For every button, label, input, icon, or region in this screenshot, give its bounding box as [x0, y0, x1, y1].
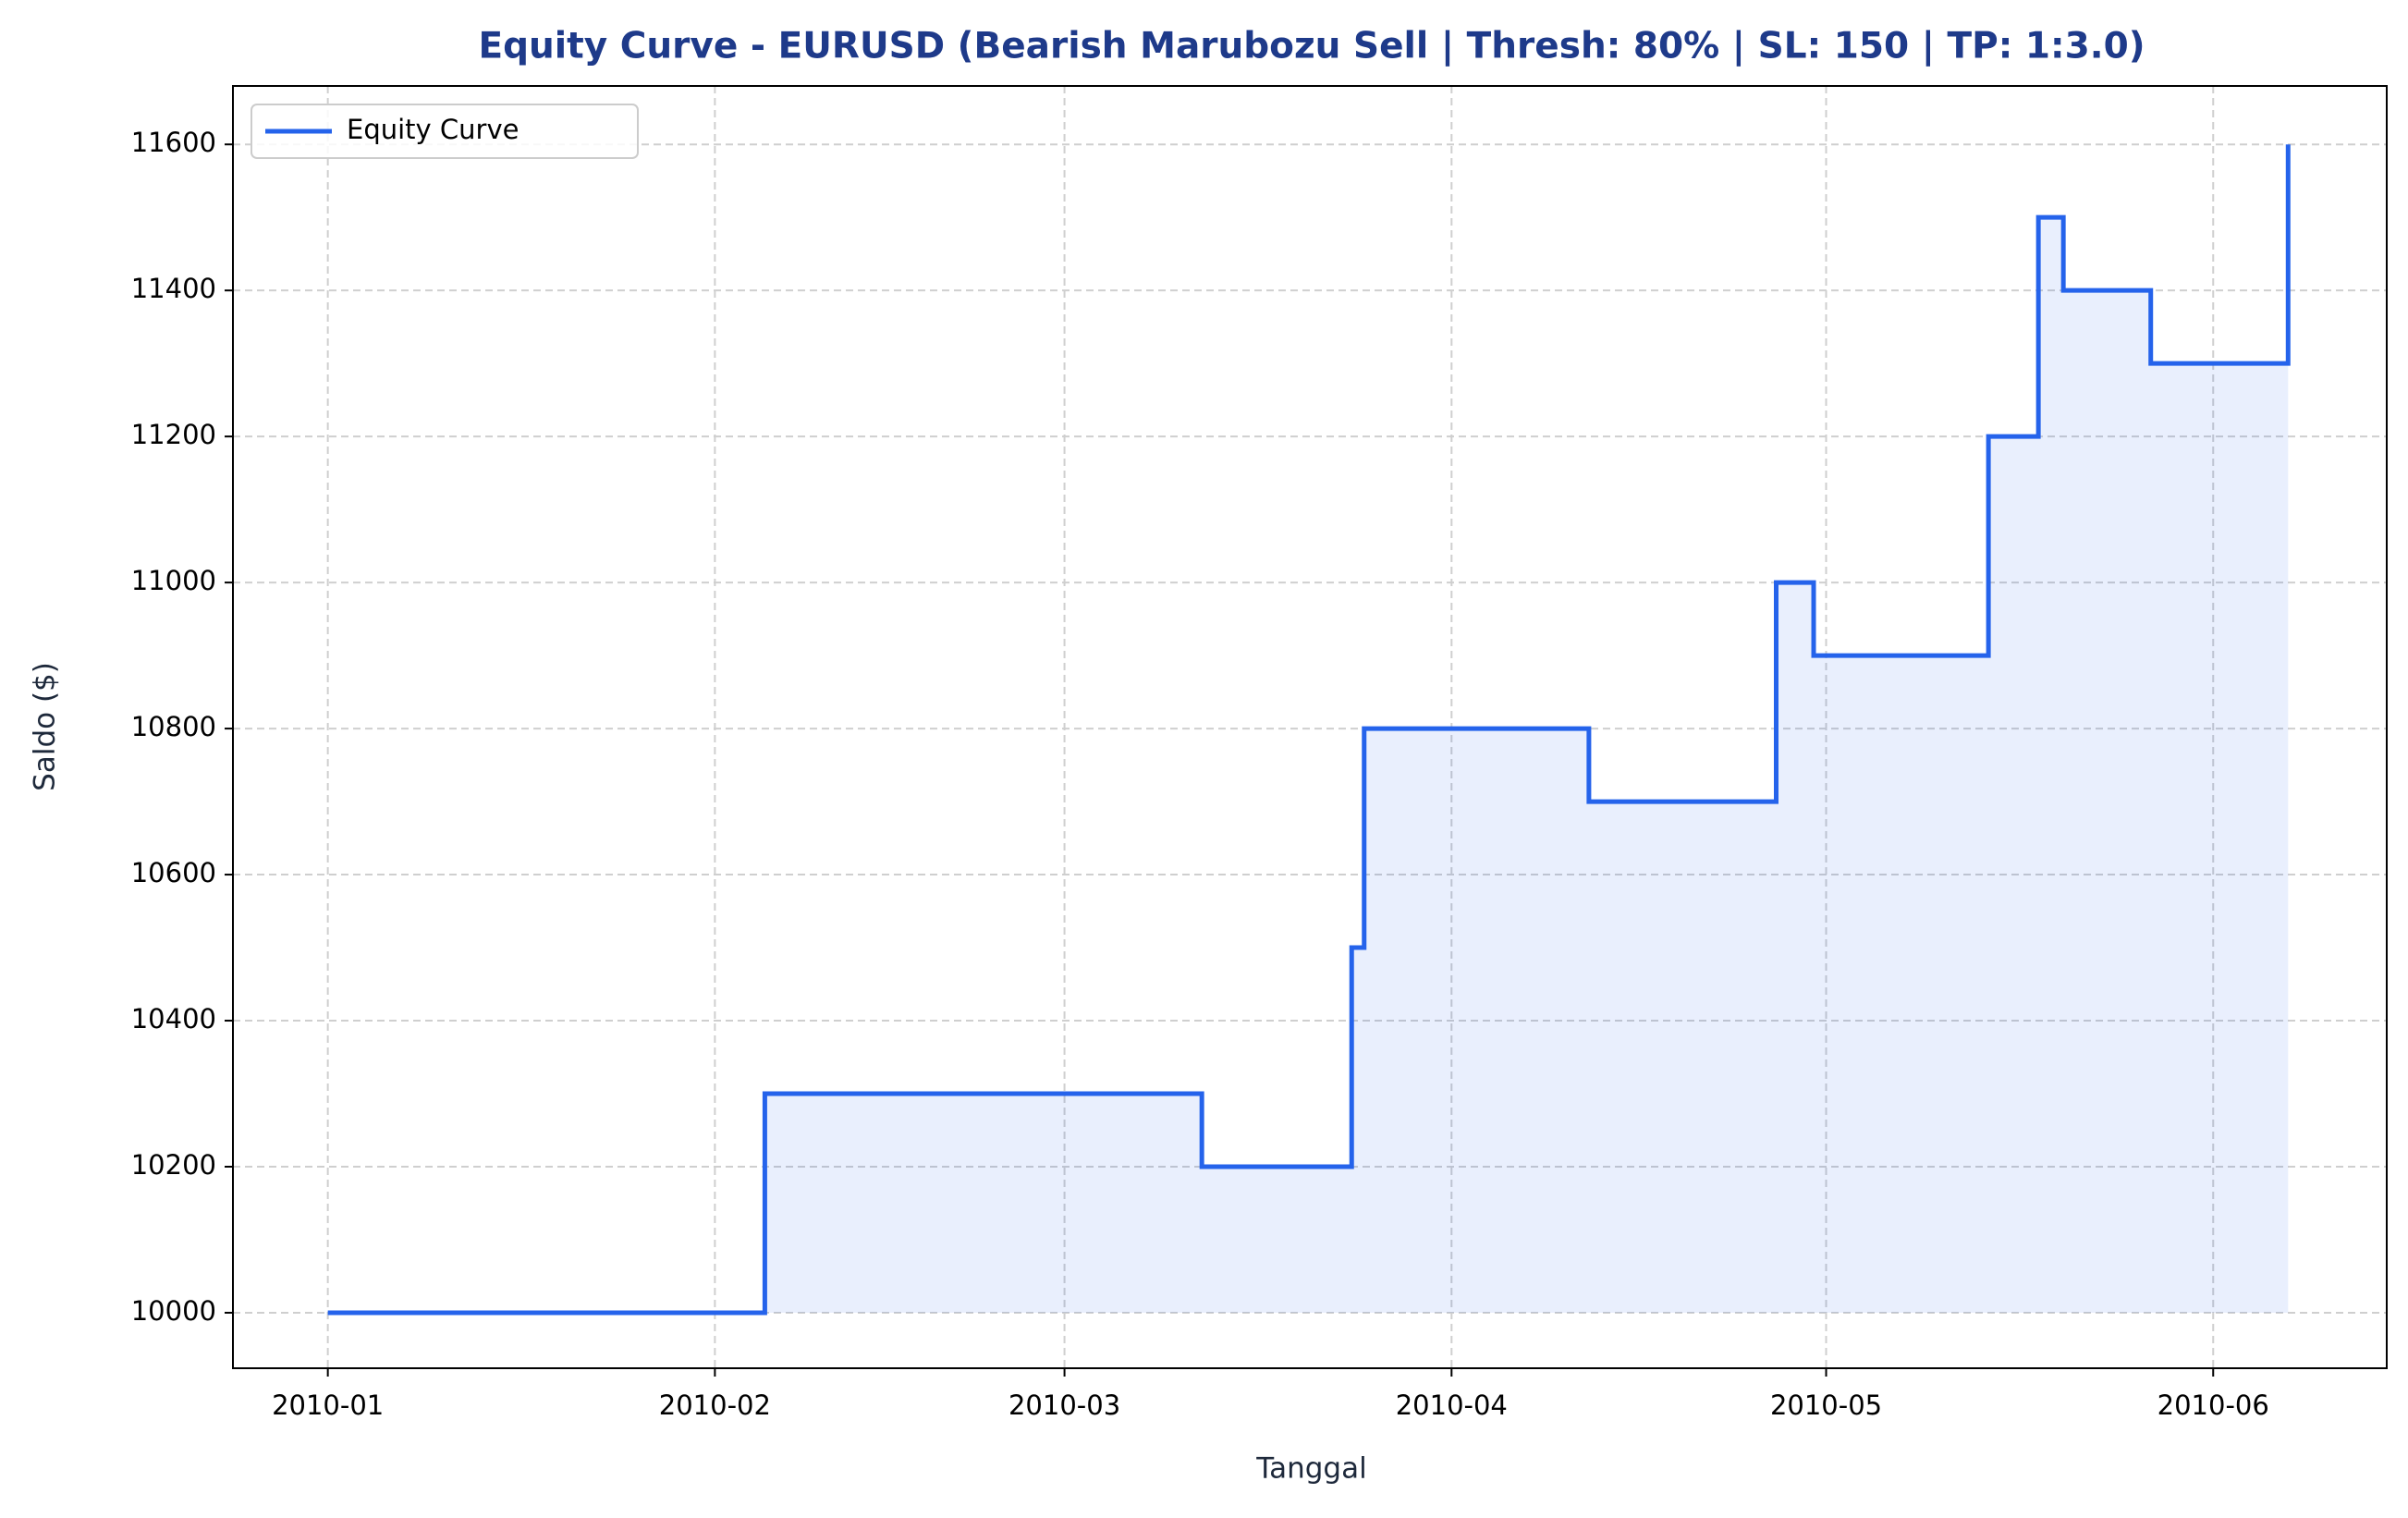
x-tick-label: 2010-04	[1396, 1389, 1508, 1421]
y-tick-label: 11200	[131, 419, 216, 450]
y-tick-label: 10000	[131, 1295, 216, 1327]
y-tick-label: 10600	[131, 857, 216, 888]
x-axis-label: Tanggal	[1255, 1452, 1366, 1486]
x-tick-label: 2010-03	[1008, 1389, 1120, 1421]
y-tick-label: 10400	[131, 1003, 216, 1034]
area-fill	[327, 144, 2289, 1313]
equity-line	[327, 144, 2291, 1316]
plot-frame	[232, 85, 2388, 1369]
chart-title: Equity Curve - EURUSD (Bearish Marubozu …	[478, 26, 2145, 67]
x-tick-label: 2010-01	[272, 1389, 384, 1421]
y-tick-label: 11000	[131, 565, 216, 596]
y-tick-label: 11400	[131, 273, 216, 304]
y-axis-label: Saldo ($)	[29, 662, 62, 791]
y-tick-label: 10200	[131, 1149, 216, 1181]
x-tick-label: 2010-05	[1770, 1389, 1882, 1421]
legend: Equity Curve	[251, 104, 639, 159]
y-tick-label: 10800	[131, 711, 216, 742]
legend-label: Equity Curve	[347, 114, 519, 145]
x-tick-label: 2010-06	[2157, 1389, 2269, 1421]
legend-box	[251, 104, 639, 159]
y-tick-label: 11600	[131, 127, 216, 158]
x-tick-label: 2010-02	[659, 1389, 771, 1421]
